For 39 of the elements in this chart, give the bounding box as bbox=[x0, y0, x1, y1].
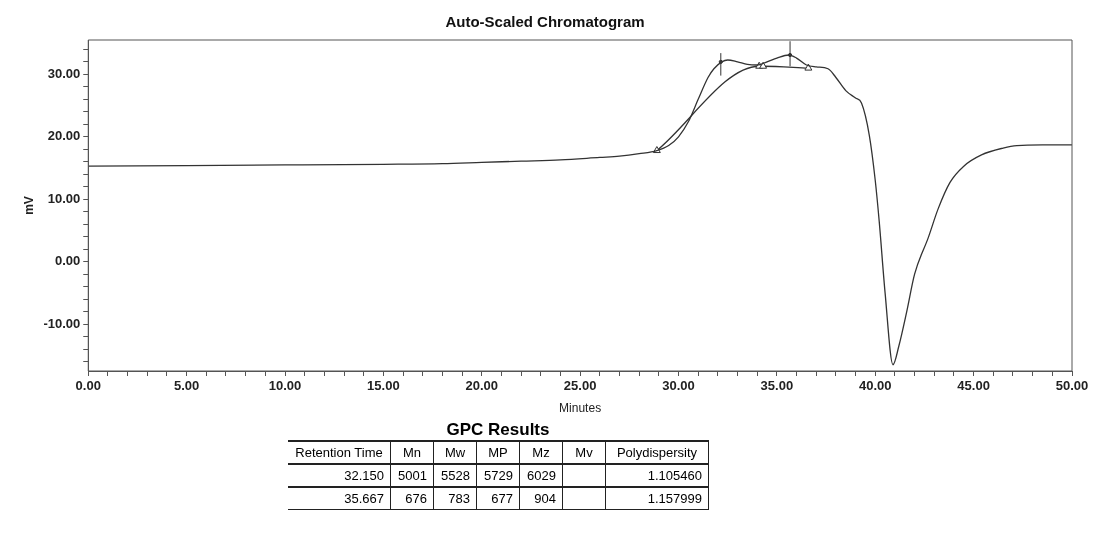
x-tick-label: 5.00 bbox=[173, 378, 200, 394]
x-tick-label: 45.00 bbox=[957, 378, 990, 394]
y-tick-label: 0.00 bbox=[54, 253, 81, 269]
category-label: Mz bbox=[519, 441, 563, 464]
category-label: Mw bbox=[433, 441, 477, 464]
text: 35.667 bbox=[344, 491, 384, 506]
x-tick-label: 50.00 bbox=[1055, 378, 1089, 394]
x-tick-label: 25.00 bbox=[563, 378, 597, 394]
y-tick-label: 10.00 bbox=[47, 190, 81, 206]
text: 677 bbox=[491, 491, 513, 506]
text: 783 bbox=[448, 491, 470, 506]
text: GPC Results bbox=[445, 420, 551, 440]
text: 1.105460 bbox=[647, 468, 702, 483]
text: 5729 bbox=[484, 468, 513, 483]
text: 5528 bbox=[441, 468, 470, 483]
text: 676 bbox=[405, 491, 427, 506]
category-label: Mn bbox=[390, 441, 434, 464]
x-tick-label: 20.00 bbox=[465, 378, 499, 394]
x-tick-label: 10.00 bbox=[268, 378, 302, 394]
category-label: MP bbox=[476, 441, 520, 464]
x-tick-label: 35.00 bbox=[760, 378, 794, 394]
y-tick-label: 20.00 bbox=[47, 128, 81, 144]
chart-title: Auto-Scaled Chromatogram bbox=[445, 13, 645, 31]
text: 5001 bbox=[398, 468, 427, 483]
text: 32.150 bbox=[344, 468, 384, 483]
x-tick-label: 15.00 bbox=[367, 378, 400, 394]
text: 904 bbox=[534, 491, 556, 506]
text: 1.157999 bbox=[647, 491, 702, 506]
x-tick-label: 0.00 bbox=[75, 378, 101, 394]
x-tick-label: 40.00 bbox=[858, 378, 892, 394]
category-label: Mv bbox=[562, 441, 606, 464]
y-axis-title: mV bbox=[21, 196, 36, 215]
x-tick-label: 30.00 bbox=[662, 378, 695, 394]
category-label: Polydispersity bbox=[605, 441, 709, 464]
y-tick-label: -10.00 bbox=[43, 315, 81, 331]
category-label: Retention Time bbox=[288, 441, 391, 464]
x-axis-title: Minutes bbox=[559, 401, 602, 416]
text: 6029 bbox=[527, 468, 556, 483]
y-tick-label: 30.00 bbox=[47, 65, 81, 81]
